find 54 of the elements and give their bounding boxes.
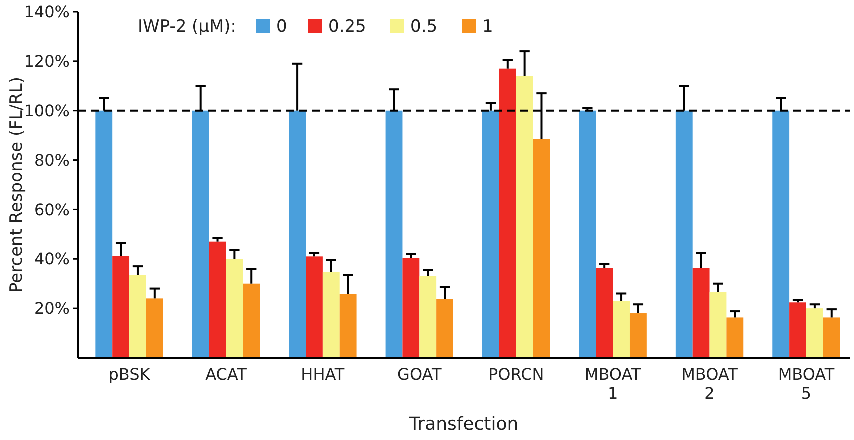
bar (146, 298, 164, 358)
bar (613, 301, 630, 358)
x-tick-label: PORCN (488, 365, 544, 384)
y-tick-label: 120% (24, 52, 70, 72)
x-tick-label: HHAT (301, 365, 345, 384)
legend-label: 0 (276, 17, 288, 37)
bar (289, 110, 306, 358)
x-tick-label: MBOAT 1 (584, 365, 642, 403)
bar (692, 268, 710, 358)
y-tick-label: 80% (34, 150, 70, 170)
bar (322, 272, 340, 358)
legend-label: 1 (482, 17, 494, 37)
bar (130, 275, 146, 358)
bar (482, 110, 500, 358)
x-tick-label: pBSK (108, 365, 151, 384)
bar (596, 268, 614, 358)
bar (790, 302, 806, 358)
bar (676, 110, 693, 358)
bar (823, 318, 840, 358)
x-tick-label: MBOAT 2 (682, 365, 738, 403)
bar (96, 110, 113, 358)
y-tick-label: 60% (34, 200, 70, 220)
bar (726, 318, 744, 358)
x-tick-label: MBOAT 5 (778, 365, 835, 403)
bar (499, 68, 516, 358)
x-tick-label: ACAT (206, 365, 248, 384)
bar (533, 139, 550, 358)
legend-title: IWP-2 (μM): (138, 17, 237, 37)
bar (209, 242, 226, 358)
bar (806, 308, 824, 358)
bar (112, 256, 130, 358)
bar (402, 258, 420, 358)
y-tick-label: 40% (34, 250, 70, 269)
y-tick-label: 100% (24, 101, 70, 120)
y-tick-label: 20% (34, 299, 70, 318)
bar (243, 284, 260, 358)
bar (630, 314, 647, 358)
y-tick-label: 140% (24, 2, 70, 22)
x-axis-title: Transfection (408, 414, 519, 435)
bar (420, 276, 437, 358)
y-axis-title: Percent Response (FL/RL) (7, 77, 27, 293)
bar (306, 256, 323, 358)
bar (226, 259, 244, 358)
bar (579, 110, 596, 358)
bar (772, 110, 790, 358)
bar (340, 294, 357, 358)
bar (386, 110, 403, 358)
x-tick-label: GOAT (398, 365, 442, 384)
bar (436, 299, 454, 358)
bar (710, 292, 727, 358)
legend-label: 0.5 (410, 17, 438, 37)
legend-label: 0.25 (328, 17, 366, 37)
bar (516, 76, 534, 358)
bar (192, 110, 210, 358)
